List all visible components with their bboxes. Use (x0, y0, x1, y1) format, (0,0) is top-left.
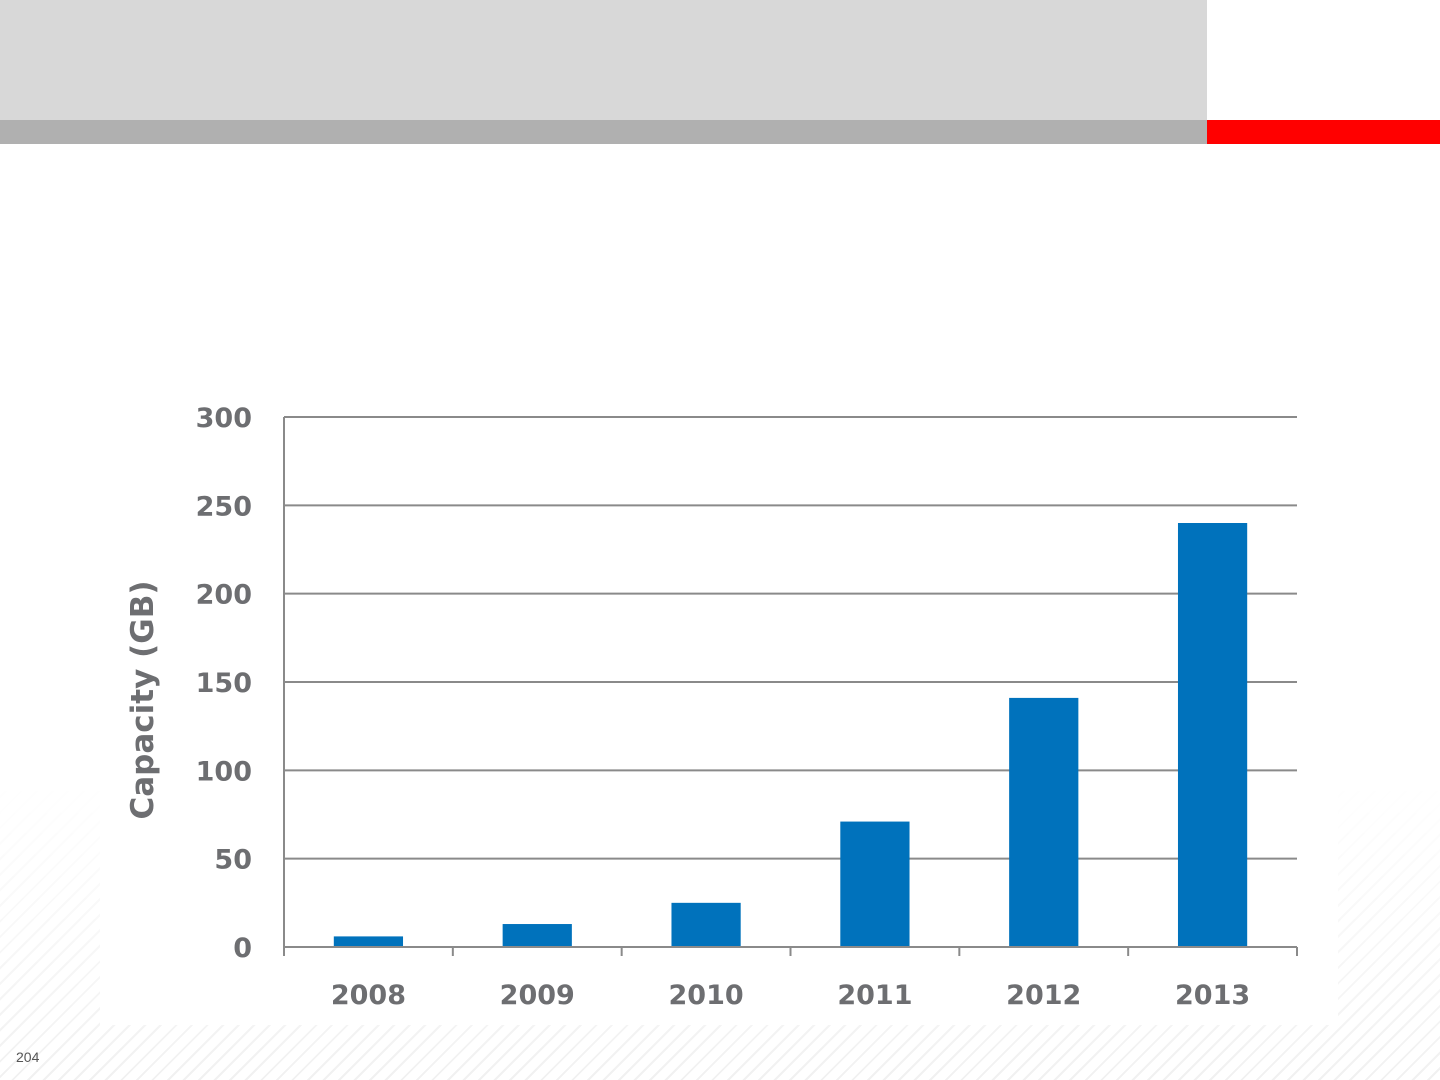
y-axis-label: Capacity (GB) (125, 580, 161, 819)
x-tick-labels: 2008 2009 2010 2011 2012 2013 (331, 980, 1250, 1011)
y-tick-label: 0 (233, 933, 252, 964)
bar-2010 (671, 902, 741, 947)
x-tick-label: 2012 (1006, 980, 1081, 1011)
x-tick-label: 2011 (837, 980, 912, 1011)
x-tick-label: 2008 (331, 980, 406, 1011)
y-tick-label: 300 (196, 403, 252, 434)
y-tick-label: 250 (196, 491, 252, 522)
bar-2008 (333, 936, 404, 947)
header-accent-stripe (1207, 120, 1440, 144)
bar-2012 (1009, 697, 1079, 947)
y-tick-labels: 0 50 100 150 200 250 300 (196, 403, 252, 964)
x-tick-label: 2010 (669, 980, 744, 1011)
y-tick-label: 100 (196, 756, 252, 787)
x-axis (283, 946, 1298, 956)
bar-2009 (502, 924, 572, 947)
y-tick-label: 50 (214, 845, 252, 876)
x-tick-label: 2009 (500, 980, 575, 1011)
page-number: 204 (16, 1049, 40, 1065)
header-band (0, 0, 1207, 120)
x-tick-label: 2013 (1175, 980, 1250, 1011)
header-stripe (0, 120, 1207, 144)
y-tick-label: 200 (196, 580, 252, 611)
bar-2013 (1177, 523, 1248, 947)
y-tick-label: 150 (196, 668, 252, 699)
bar-2011 (840, 821, 910, 947)
gridlines (283, 416, 1297, 947)
bars (333, 523, 1248, 947)
